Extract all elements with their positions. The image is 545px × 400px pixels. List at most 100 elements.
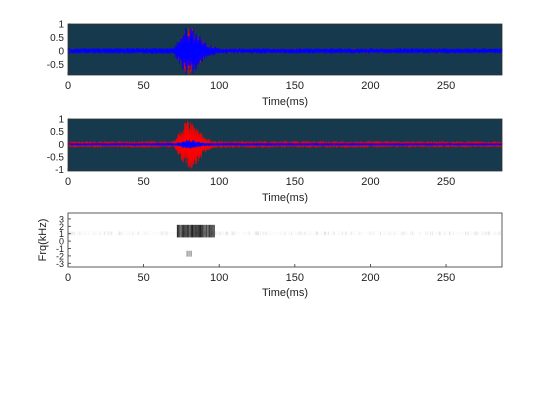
spectrogram-cell bbox=[149, 231, 150, 235]
spectrogram-cell bbox=[117, 231, 118, 235]
spectrogram-cell bbox=[181, 231, 183, 236]
spectrogram-cell bbox=[393, 231, 394, 235]
spectrogram-cell bbox=[439, 231, 441, 236]
spectrogram-cell bbox=[201, 224, 203, 238]
spectrogram-cell bbox=[214, 231, 215, 235]
spectrogram-cell bbox=[223, 231, 225, 236]
spectrogram-cell bbox=[86, 231, 87, 235]
spectrogram-cell bbox=[130, 231, 131, 235]
spectrogram-cell bbox=[315, 231, 316, 235]
spectrogram-cell bbox=[259, 231, 260, 235]
spectrogram-cell bbox=[132, 231, 134, 236]
spectrogram-cell bbox=[156, 231, 157, 235]
spectrogram-cell bbox=[187, 224, 189, 238]
spectrogram-cell bbox=[102, 231, 103, 235]
spectrogram-cell bbox=[309, 231, 310, 235]
spectrogram-cell bbox=[162, 231, 164, 236]
spectrogram-cell bbox=[357, 231, 358, 235]
spectrogram-cell bbox=[461, 231, 462, 235]
spectrogram-cell bbox=[323, 231, 325, 236]
spectrogram-cell bbox=[270, 231, 271, 235]
spectrogram-cell bbox=[483, 231, 484, 235]
spectrogram-cell bbox=[350, 231, 351, 235]
spectrogram-cell bbox=[320, 231, 321, 235]
spectrogram-cell bbox=[384, 231, 385, 235]
x-tick-label: 200 bbox=[361, 80, 379, 92]
spectrogram-cell bbox=[73, 231, 74, 235]
x-tick-label: 50 bbox=[137, 272, 149, 284]
spectrogram-cell bbox=[418, 231, 419, 235]
spectrogram-cell bbox=[479, 231, 480, 235]
spectrogram-cell bbox=[472, 231, 474, 236]
spectrogram-cell bbox=[161, 231, 163, 236]
spectrogram-cell bbox=[426, 231, 427, 235]
spectrogram-cell bbox=[484, 231, 485, 235]
spectrogram-cell bbox=[352, 231, 353, 235]
spectrogram-cell bbox=[128, 231, 129, 235]
spectrogram-cell bbox=[146, 231, 147, 235]
spectrogram-cell bbox=[186, 231, 187, 235]
spectrogram-cell bbox=[353, 231, 354, 235]
spectrogram-cell bbox=[405, 231, 406, 235]
spectrogram-cell bbox=[414, 231, 415, 235]
spectrogram-cell bbox=[342, 231, 344, 236]
spectrogram-cell bbox=[158, 231, 159, 235]
spectrogram-cell bbox=[131, 231, 132, 235]
waveform-panel-top: 0 50 100 150 200 250 10.50-0.5 Time(ms) bbox=[47, 20, 503, 108]
spectrogram-cell bbox=[199, 224, 201, 238]
spectrogram-cell bbox=[265, 231, 266, 235]
spectrogram-cell bbox=[445, 231, 447, 236]
spectrogram-cell bbox=[267, 231, 268, 235]
spectrogram-cell bbox=[191, 231, 192, 235]
spectrogram-cell bbox=[499, 231, 501, 236]
spectrogram-cell bbox=[96, 231, 97, 235]
spectrogram-cell bbox=[216, 231, 217, 235]
spectrogram-cell bbox=[107, 231, 108, 235]
spectrogram-cell bbox=[467, 231, 469, 236]
spectrogram-cell bbox=[284, 231, 286, 236]
spectrogram-cell bbox=[391, 231, 392, 235]
spectrogram-cell bbox=[294, 231, 295, 235]
y-tick-label: 1 bbox=[59, 229, 64, 239]
spectrogram-cell bbox=[365, 231, 366, 235]
spectrogram-cell bbox=[186, 224, 188, 238]
spectrogram-cell bbox=[458, 231, 459, 235]
spectrogram-cell bbox=[367, 231, 368, 235]
spectrogram-cell bbox=[207, 224, 209, 238]
spectrogram-cell bbox=[322, 231, 323, 235]
spectrogram-cell bbox=[155, 231, 156, 235]
spectrogram-cell bbox=[281, 231, 282, 235]
spectrogram-cell bbox=[193, 224, 195, 238]
spectrogram-cell bbox=[313, 231, 314, 235]
spectrogram-cell bbox=[446, 231, 447, 235]
spectrogram-cell bbox=[198, 231, 199, 235]
spectrogram-cell bbox=[177, 231, 178, 235]
spectrogram-cell bbox=[146, 231, 147, 235]
spectrogram-cell bbox=[251, 231, 252, 235]
spectrogram-cell bbox=[318, 231, 319, 235]
spectrogram-cell bbox=[450, 231, 451, 236]
spectrogram-cell bbox=[438, 231, 440, 236]
spectrogram-cell bbox=[494, 231, 496, 236]
spectrogram-cell bbox=[172, 231, 173, 235]
spectrogram-cell bbox=[186, 250, 188, 257]
spectrogram-cell bbox=[373, 231, 375, 236]
x-tick-label: 0 bbox=[65, 176, 71, 188]
spectrogram-cell bbox=[229, 231, 230, 235]
spectrogram-cell bbox=[442, 231, 443, 235]
spectrogram-cell bbox=[455, 231, 456, 235]
spectrogram-cell bbox=[476, 231, 478, 236]
waveform-series-top bbox=[67, 27, 503, 75]
spectrogram-frame bbox=[67, 212, 503, 268]
spectrogram-cell bbox=[264, 231, 265, 235]
spectrogram-cell bbox=[493, 231, 494, 235]
spectrogram-cell bbox=[114, 231, 115, 235]
spectrogram-cell bbox=[171, 231, 172, 235]
spectrogram-cell bbox=[417, 231, 418, 235]
y-axis-label-spectrogram: Frq(kHz) bbox=[37, 219, 49, 262]
x-tick-label: 50 bbox=[137, 80, 149, 92]
spectrogram-cell bbox=[126, 231, 127, 235]
spectrogram-cell bbox=[419, 231, 420, 235]
spectrogram-cell bbox=[100, 231, 101, 235]
spectrogram-cell bbox=[204, 231, 206, 236]
